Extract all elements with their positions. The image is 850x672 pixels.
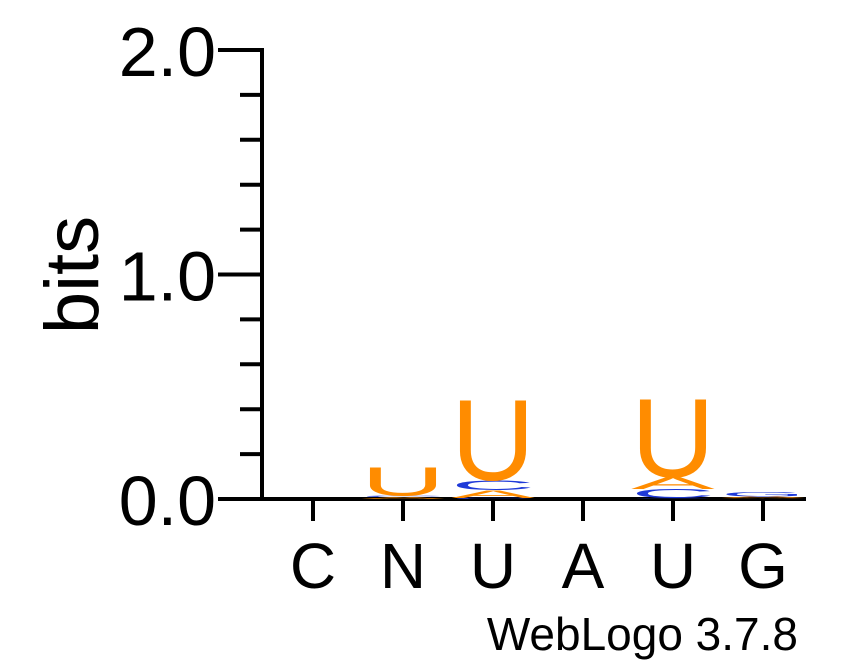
y-tick-label: 2.0	[119, 13, 216, 91]
weblogo-version-footer: WebLogo 3.7.8	[487, 608, 798, 660]
logo-letter-a: A	[721, 496, 805, 499]
position-label: A	[562, 530, 605, 602]
position-label: U	[650, 530, 696, 602]
position-label: G	[738, 530, 788, 602]
logo-letter-a: A	[451, 488, 536, 500]
logo-letter-u: U	[451, 375, 535, 504]
logo-letter-c: C	[631, 487, 715, 501]
labels: 0.01.02.0C N U A U G	[119, 13, 788, 602]
logo-letter-g: G	[721, 491, 805, 498]
logo-letter-c: C	[451, 477, 535, 493]
logo-letter-c: C	[451, 498, 535, 500]
logo-letter-a: A	[721, 498, 805, 499]
logo-letter-u: U	[631, 377, 715, 502]
logo-letter-a: A	[631, 474, 715, 493]
position-label: U	[470, 530, 516, 602]
y-axis-label: bits	[30, 216, 115, 334]
logo-letter-u: U	[361, 459, 445, 504]
y-tick-label: 1.0	[119, 238, 216, 316]
logo-letter-a: A	[361, 496, 445, 499]
position-label: N	[380, 530, 426, 602]
axes	[218, 48, 806, 521]
y-tick-label: 0.0	[119, 462, 216, 540]
logo-letter-c: C	[361, 495, 445, 497]
logo-letter-c: C	[631, 498, 715, 499]
position-label: C	[290, 530, 336, 602]
